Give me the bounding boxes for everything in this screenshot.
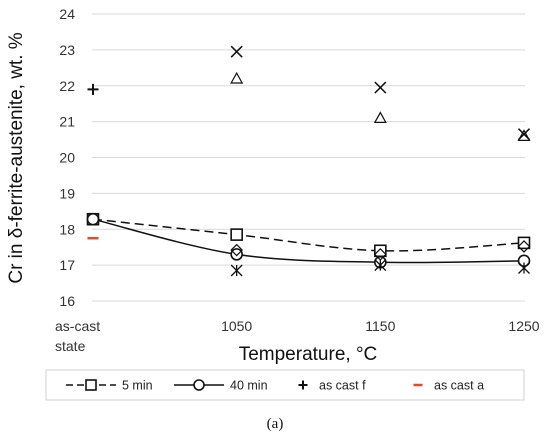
legend-item: 5 min <box>66 379 153 393</box>
series-x-markers <box>230 45 531 141</box>
legend: 5 min 40 min as cast f as cast a <box>45 369 525 401</box>
data-point <box>373 111 387 124</box>
series-as-cast-f <box>87 83 99 95</box>
legend-marker <box>298 380 308 390</box>
legend-item: 40 min <box>174 379 268 393</box>
data-point <box>86 212 100 226</box>
data-point <box>517 240 531 253</box>
y-tick-label: 16 <box>59 293 75 309</box>
data-point <box>374 81 387 94</box>
series-asterisk-markers <box>230 259 530 277</box>
legend-label: as cast a <box>434 379 484 393</box>
legend-marker <box>85 379 97 391</box>
gridlines <box>92 13 525 302</box>
x-tick-label: as-cast <box>55 318 100 334</box>
y-tick-label: 22 <box>59 78 75 94</box>
data-point <box>373 248 387 261</box>
legend-item: as cast a <box>413 379 484 393</box>
data-point <box>230 228 243 241</box>
series-line <box>92 218 525 252</box>
y-tick-label: 19 <box>59 185 75 201</box>
data-point <box>517 236 531 250</box>
legend-label: as cast f <box>319 379 366 393</box>
data-point <box>374 259 387 272</box>
x-tick-label: 1250 <box>508 318 539 334</box>
y-tick-label: 20 <box>59 150 75 166</box>
data-point <box>230 264 243 277</box>
data-point <box>230 243 244 257</box>
figure-caption: (a) <box>267 416 284 432</box>
legend-label: 40 min <box>230 379 268 393</box>
y-axis-label: Cr in δ-ferrite-austenite, wt. % <box>6 32 27 283</box>
y-tick-label: 17 <box>59 257 75 273</box>
y-tick-label: 23 <box>59 42 75 58</box>
data-point <box>374 244 387 258</box>
series-layer <box>86 45 531 277</box>
y-tick-label: 24 <box>59 6 75 22</box>
x-axis-label: Temperature, °C <box>239 344 378 365</box>
legend-marker <box>193 379 205 391</box>
series-diamond-markers <box>230 240 531 261</box>
data-point <box>230 45 243 58</box>
legend-box <box>45 369 525 401</box>
data-point <box>517 129 531 141</box>
legend-label: 5 min <box>122 379 153 393</box>
data-point <box>230 71 244 84</box>
legend-item: as cast f <box>298 379 366 393</box>
data-point <box>518 262 530 274</box>
series-40-min <box>86 212 531 269</box>
x-tick-label-line2: state <box>55 338 86 354</box>
x-tick-label: 1150 <box>365 318 395 334</box>
data-point <box>230 248 243 261</box>
y-tick-label: 21 <box>59 114 75 130</box>
data-point <box>87 83 99 95</box>
series-triangle-markers <box>230 71 531 141</box>
series-line <box>92 218 525 264</box>
y-tick-labels: 16 17 18 19 20 21 22 23 24 <box>59 6 75 309</box>
x-tick-labels: as-cast state 1050 1150 1250 <box>55 318 540 354</box>
x-tick-label: 1050 <box>221 318 252 334</box>
y-tick-label: 18 <box>59 221 75 237</box>
